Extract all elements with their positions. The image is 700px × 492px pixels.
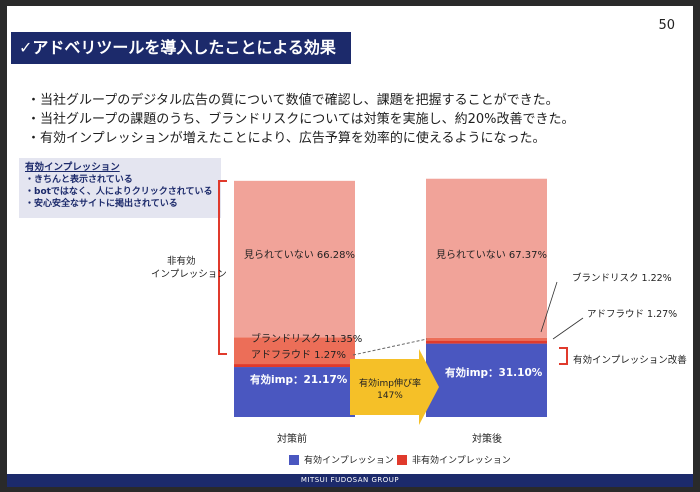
bullet-1: ・当社グループのデジタル広告の質について数値で確認し、課題を把握することができた… [27,93,559,108]
growth-label-line2: 147% [377,391,403,401]
legend-non-effective-swatch [397,455,407,465]
non-effective-label-line2: インプレッション [151,269,227,280]
after-effective-label: 有効imp：31.10% [445,367,543,379]
legend-effective-swatch [289,455,299,465]
non-effective-label-line1: 非有効 [167,256,196,267]
improvement-bracket [559,347,568,365]
bar-segment-brand_risk-1 [426,337,547,341]
category-label-after: 対策後 [472,434,502,445]
bar-segment-effective-0 [234,367,355,417]
page-number: 50 [658,18,675,33]
category-label-before: 対策前 [277,434,307,445]
definition-item: ・きちんと表示されている [25,175,133,185]
callout-line-ad-fraud [552,317,584,340]
bar-segment-brand_risk-0 [234,337,355,365]
after-not-viewed-label: 見られていない 67.37% [436,250,548,261]
before-not-viewed-label: 見られていない 66.28% [244,250,356,261]
non-effective-bracket [218,180,227,355]
stacked-bar-chart [218,178,584,465]
bullet-2: ・当社グループの課題のうち、ブランドリスクについては対策を実施し、約20%改善で… [27,112,575,127]
after-brand-risk-callout: ブランドリスク 1.22% [572,273,672,284]
legend-effective-label: 有効インプレッション [304,456,394,466]
connector-line [352,338,428,356]
bar-segment-not_viewed-1 [426,178,547,338]
legend-non-effective-label: 非有効インプレッション [412,456,511,466]
definition-title: 有効インプレッション [25,162,120,173]
definition-box: 有効インプレッション ・きちんと表示されている ・botではなく、人によりクリッ… [19,158,221,218]
growth-label: 有効imp伸び率 147% [357,378,423,402]
improvement-label: 有効インプレッション改善 [573,355,687,366]
growth-arrow [350,349,439,425]
bar-segment-not_viewed-0 [234,180,355,338]
before-brand-risk-label: ブランドリスク 11.35% [251,334,363,345]
slide-title: ✓アドベリツールを導入したことによる効果 [11,32,351,64]
definition-item: ・安心安全なサイトに掲出されている [25,199,178,209]
definition-item: ・botではなく、人によりクリックされている [25,187,213,197]
bar-segment-effective-1 [426,343,547,417]
bullet-3: ・有効インプレッションが増えたことにより、広告予算を効率的に使えるようになった。 [27,131,546,146]
bar-segment-ad_fraud-1 [426,340,547,344]
footer-bar: MITSUI FUDOSAN GROUP [7,474,693,487]
after-ad-fraud-callout: アドフラウド 1.27% [587,309,678,320]
callout-line-brand-risk [540,281,558,333]
before-ad-fraud-label: アドフラウド 1.27% [251,350,346,361]
before-effective-label: 有効imp：21.17% [250,374,348,386]
bar-segment-ad_fraud-0 [234,364,355,368]
growth-label-line1: 有効imp伸び率 [359,379,421,389]
slide: 50 ✓アドベリツールを導入したことによる効果 ・当社グループのデジタル広告の質… [7,6,693,487]
